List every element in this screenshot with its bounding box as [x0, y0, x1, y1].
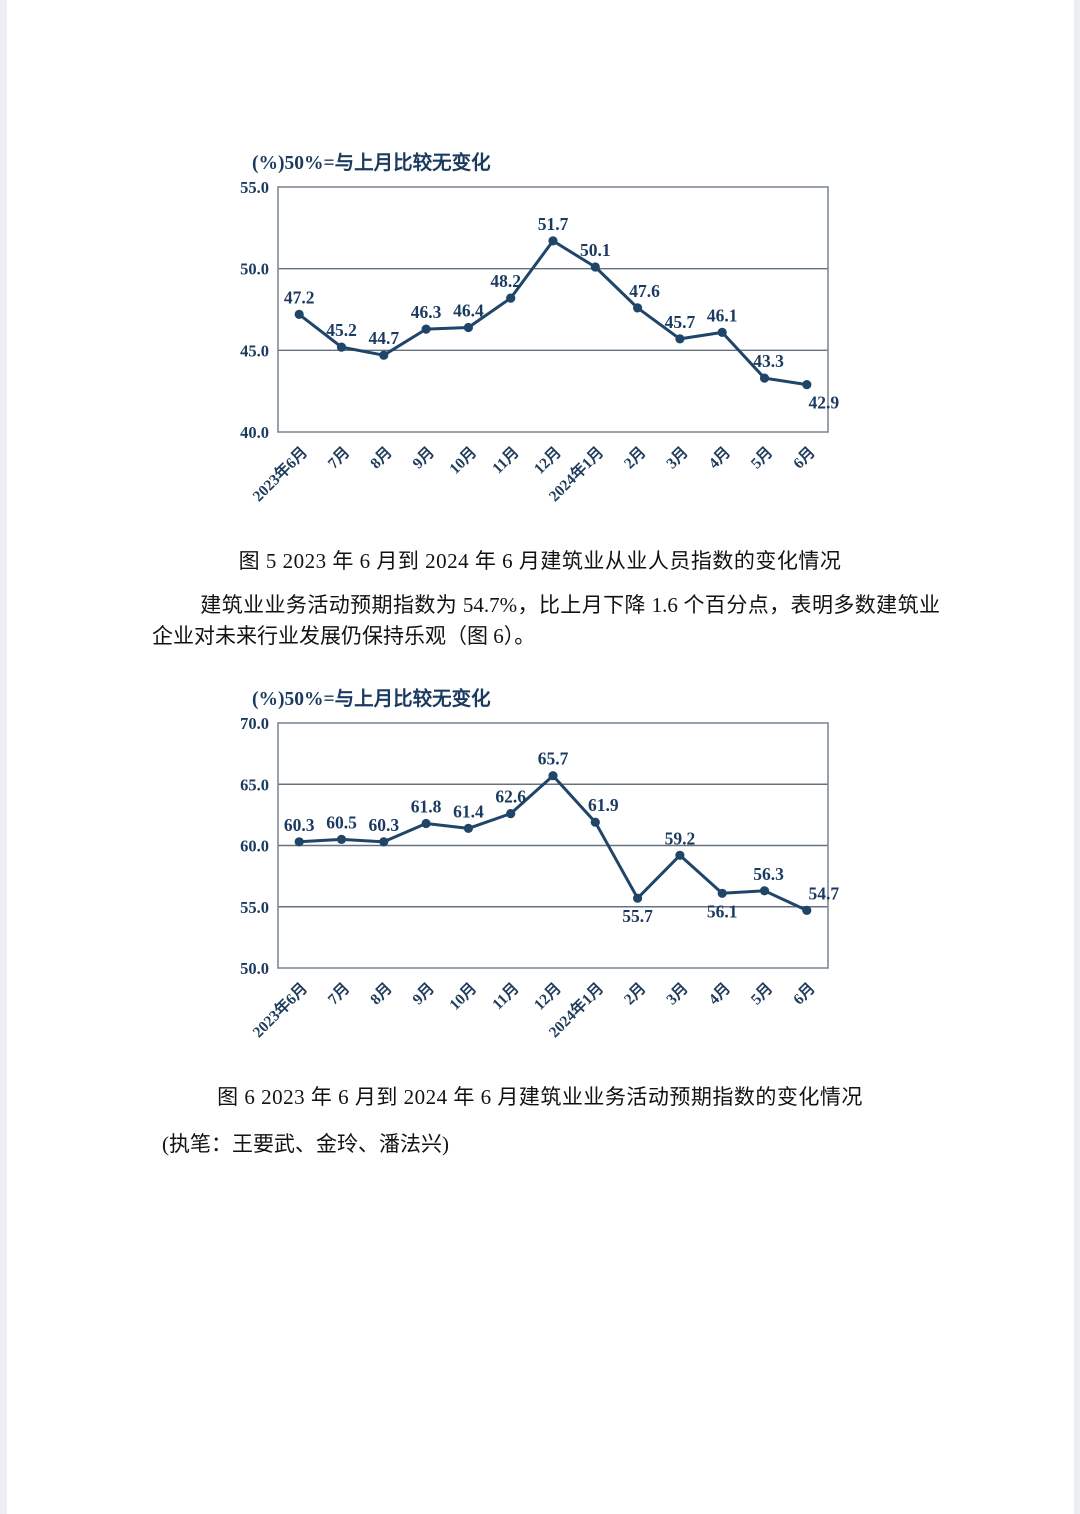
- svg-text:7月: 7月: [324, 979, 353, 1008]
- svg-text:48.2: 48.2: [490, 271, 521, 291]
- svg-text:59.2: 59.2: [665, 828, 696, 848]
- svg-text:45.2: 45.2: [326, 320, 357, 340]
- svg-text:44.7: 44.7: [368, 328, 399, 348]
- svg-text:4月: 4月: [705, 979, 734, 1008]
- svg-text:40.0: 40.0: [240, 423, 269, 442]
- svg-text:(%)50%=与上月比较无变化: (%)50%=与上月比较无变化: [252, 687, 491, 710]
- svg-text:12月: 12月: [530, 979, 565, 1014]
- svg-text:9月: 9月: [409, 979, 438, 1008]
- figure6-caption: 图 6 2023 年 6 月到 2024 年 6 月建筑业业务活动预期指数的变化…: [217, 1085, 863, 1109]
- page-left-margin: [0, 0, 7, 1514]
- svg-text:6月: 6月: [789, 979, 818, 1008]
- svg-text:47.2: 47.2: [284, 287, 315, 307]
- svg-text:46.3: 46.3: [411, 302, 442, 322]
- svg-text:50.0: 50.0: [240, 959, 269, 978]
- svg-text:4月: 4月: [705, 443, 734, 472]
- svg-text:50.0: 50.0: [240, 260, 269, 279]
- svg-text:46.4: 46.4: [453, 301, 484, 321]
- svg-text:43.3: 43.3: [753, 351, 784, 371]
- svg-text:2月: 2月: [620, 979, 649, 1008]
- svg-text:12月: 12月: [530, 443, 565, 478]
- svg-text:8月: 8月: [366, 443, 395, 472]
- svg-text:62.6: 62.6: [495, 787, 526, 807]
- svg-text:60.3: 60.3: [368, 815, 399, 835]
- svg-text:(%)50%=与上月比较无变化: (%)50%=与上月比较无变化: [252, 151, 491, 174]
- figure6-business-expectation-line-chart: 70.0 65.0 60.0 55.0 50.0 60.3 60.5 60.3 61.8 61.4…: [240, 687, 839, 1041]
- svg-text:60.0: 60.0: [240, 837, 269, 856]
- svg-text:9月: 9月: [409, 443, 438, 472]
- svg-text:11月: 11月: [488, 443, 522, 477]
- svg-text:61.9: 61.9: [588, 795, 619, 815]
- figure5-caption: 图 5 2023 年 6 月到 2024 年 6 月建筑业从业人员指数的变化情况: [238, 549, 842, 573]
- svg-text:3月: 3月: [663, 979, 692, 1008]
- body-paragraph: 建筑业业务活动预期指数为 54.7%，比上月下降 1.6 个百分点，表明多数建筑…: [152, 593, 940, 648]
- svg-text:56.3: 56.3: [753, 864, 784, 884]
- svg-text:55.7: 55.7: [622, 906, 653, 926]
- svg-text:5月: 5月: [747, 979, 776, 1008]
- svg-text:6月: 6月: [789, 443, 818, 472]
- svg-text:2023年6月: 2023年6月: [248, 978, 311, 1041]
- svg-text:61.4: 61.4: [453, 801, 484, 821]
- svg-text:5月: 5月: [747, 443, 776, 472]
- svg-text:65.7: 65.7: [538, 749, 569, 769]
- svg-text:11月: 11月: [488, 979, 522, 1013]
- svg-text:51.7: 51.7: [538, 214, 569, 234]
- svg-text:3月: 3月: [663, 443, 692, 472]
- svg-text:2月: 2月: [620, 443, 649, 472]
- svg-text:50.1: 50.1: [580, 240, 611, 260]
- svg-text:10月: 10月: [446, 979, 481, 1014]
- svg-text:60.3: 60.3: [284, 815, 315, 835]
- svg-text:7月: 7月: [324, 443, 353, 472]
- svg-text:10月: 10月: [446, 443, 481, 478]
- svg-text:45.7: 45.7: [665, 312, 696, 332]
- svg-text:70.0: 70.0: [240, 714, 269, 733]
- authors-byline: (执笔：王要武、金玲、潘法兴): [162, 1132, 449, 1156]
- svg-text:60.5: 60.5: [326, 812, 357, 832]
- svg-text:46.1: 46.1: [707, 305, 738, 325]
- page-right-margin: [1074, 0, 1080, 1514]
- svg-text:47.6: 47.6: [629, 281, 660, 301]
- svg-text:8月: 8月: [366, 979, 395, 1008]
- svg-text:56.1: 56.1: [707, 901, 738, 921]
- svg-text:55.0: 55.0: [240, 178, 269, 197]
- svg-text:61.8: 61.8: [411, 797, 442, 817]
- svg-text:54.7: 54.7: [808, 883, 839, 903]
- svg-text:42.9: 42.9: [808, 393, 839, 413]
- svg-text:55.0: 55.0: [240, 898, 269, 917]
- figure5-employment-index-line-chart: 55.0 50.0 45.0 40.0 47.2 45.2 44.7 46.3 46.4 48.2…: [240, 151, 839, 505]
- svg-text:45.0: 45.0: [240, 341, 269, 360]
- svg-text:65.0: 65.0: [240, 775, 269, 794]
- svg-text:2023年6月: 2023年6月: [248, 442, 311, 505]
